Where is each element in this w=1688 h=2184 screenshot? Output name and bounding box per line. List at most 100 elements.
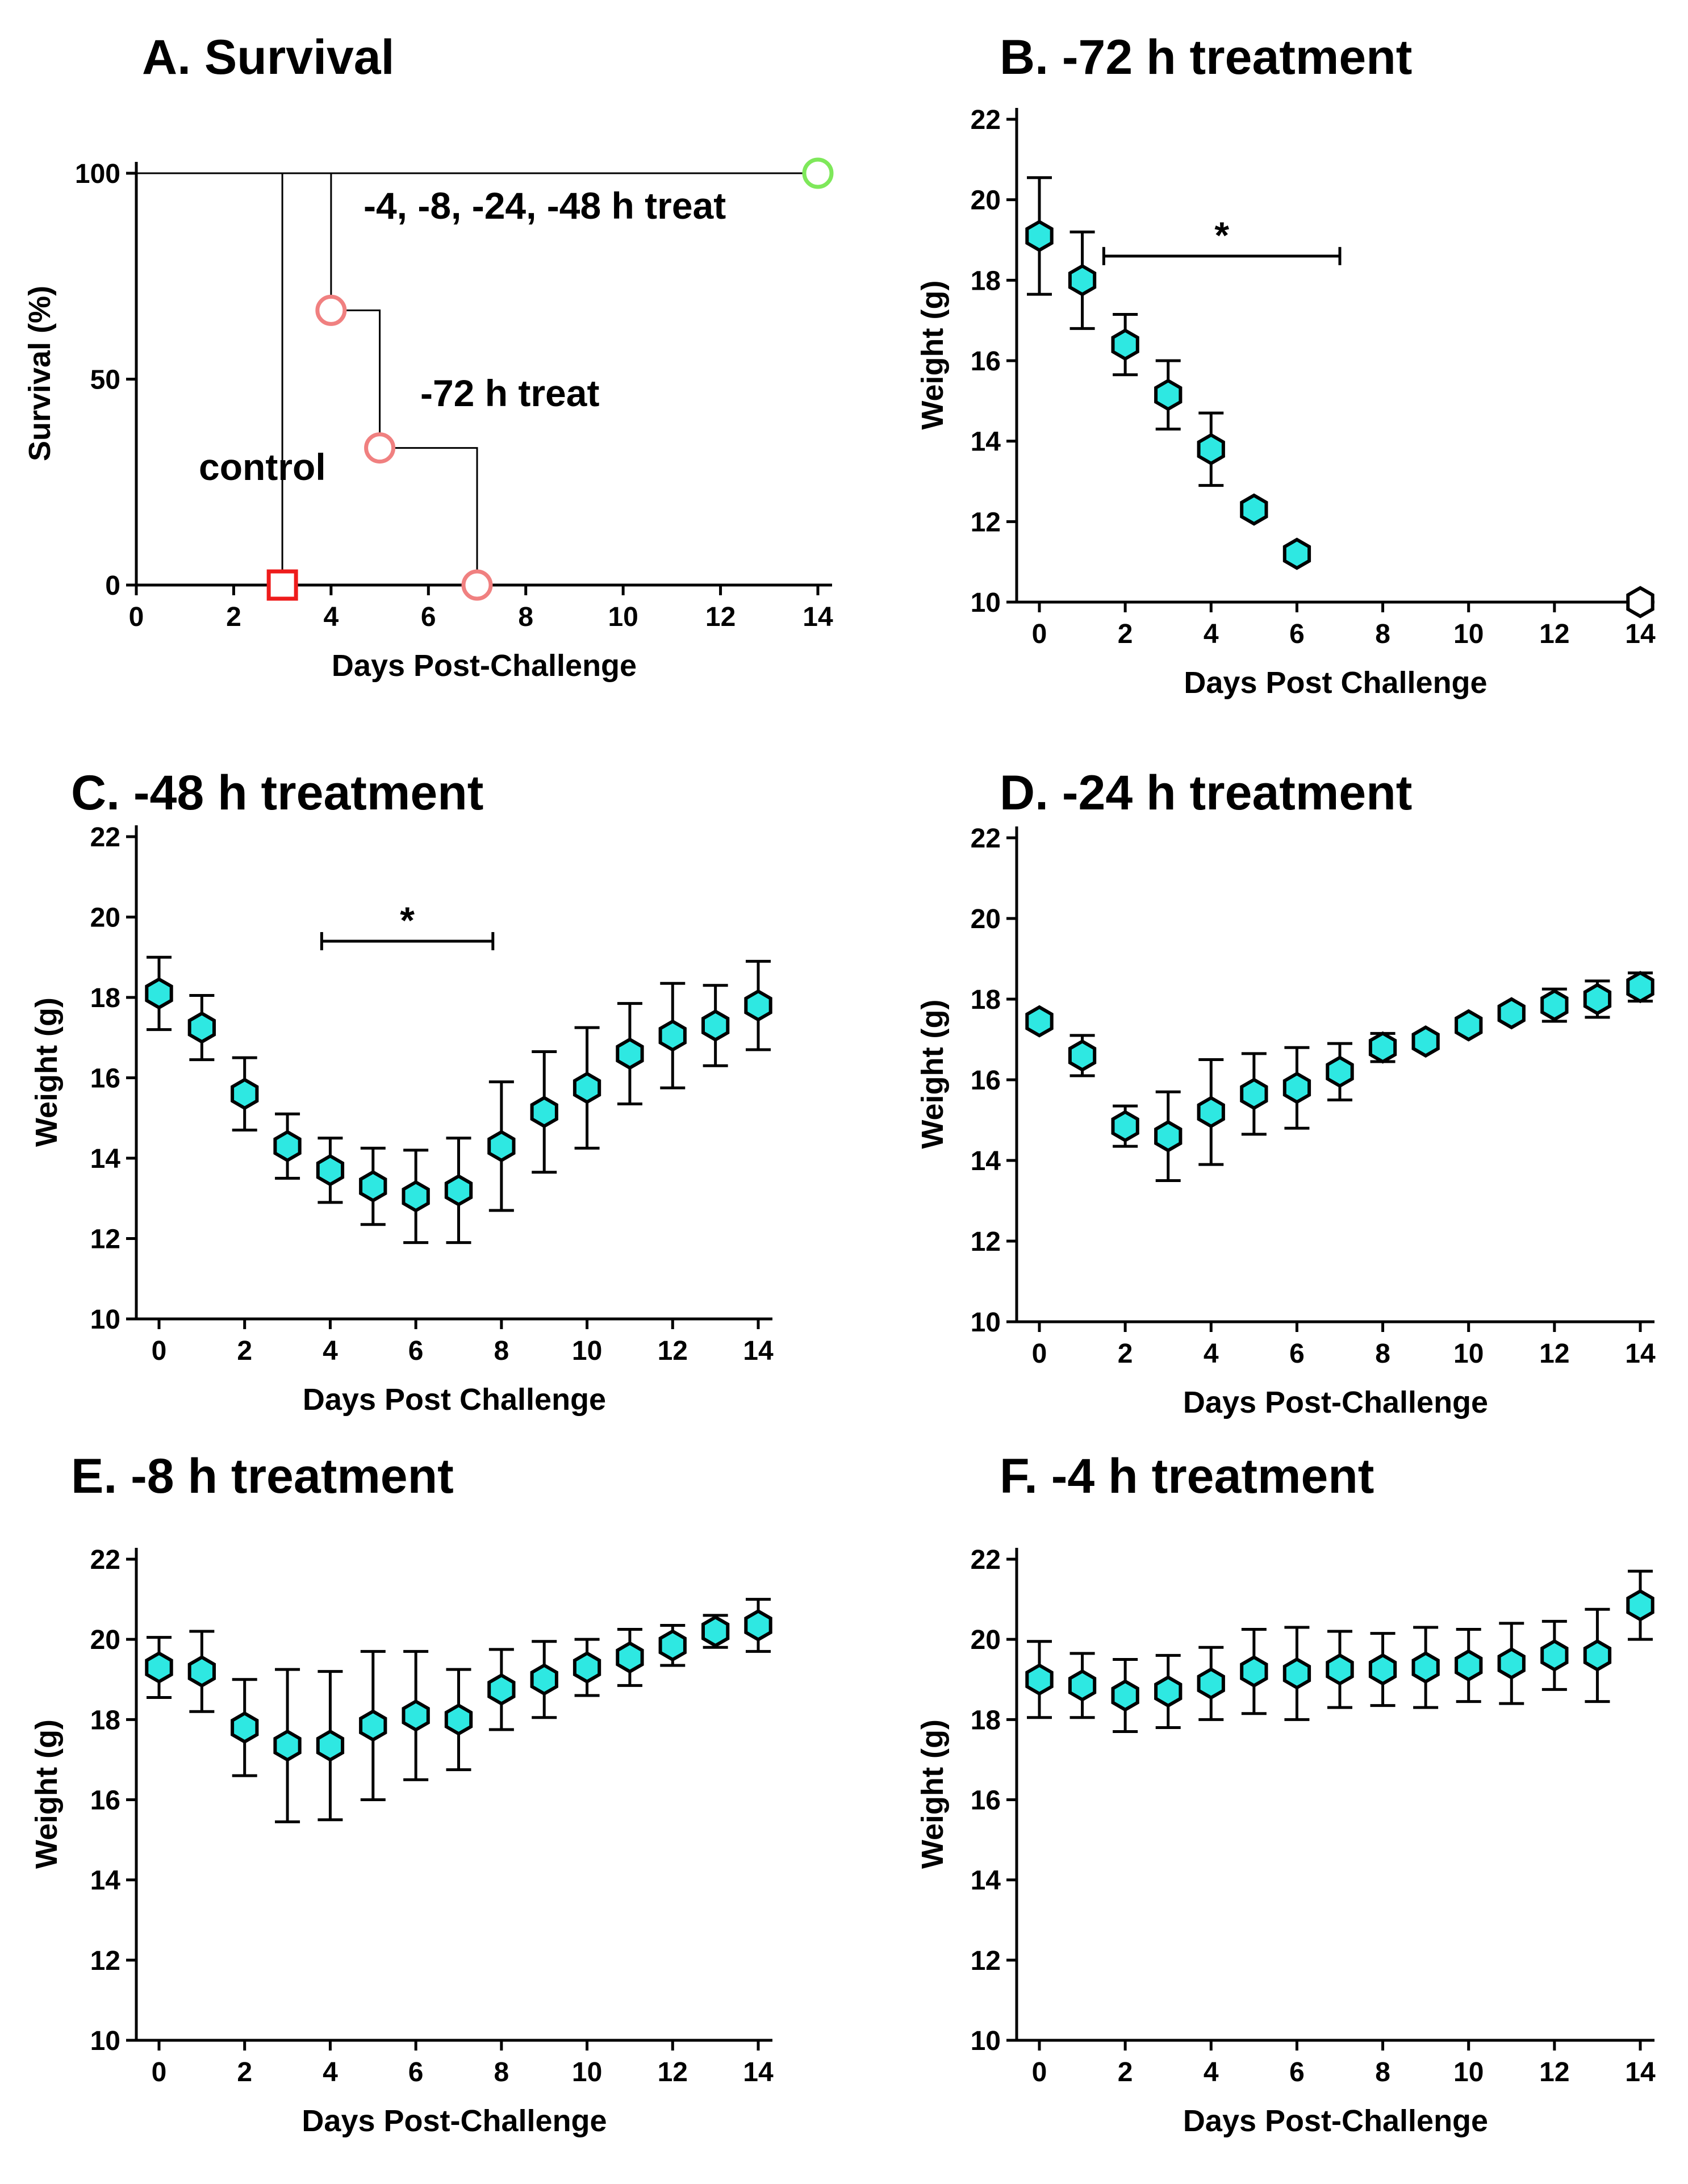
x-tick-label: 2 (237, 1336, 252, 1366)
y-tick-label: 12 (971, 507, 1001, 537)
data-point (1583, 1639, 1612, 1672)
x-tick-label: 4 (323, 2057, 338, 2087)
x-axis-label: Days Post-Challenge (332, 649, 637, 683)
data-point (1025, 1663, 1054, 1696)
significance-label: * (400, 899, 415, 941)
data-point (1197, 1667, 1225, 1700)
data-point (1626, 1589, 1654, 1622)
data-point (1626, 971, 1654, 1004)
chart-panel-D: 0 2 4 6 8 10 12 14 10 12 14 16 18 20 22 D. -24 h treatm… (916, 766, 1656, 1419)
y-tick-label: 20 (971, 1625, 1001, 1655)
data-point (573, 1071, 601, 1104)
y-tick-label: 22 (971, 1545, 1001, 1575)
y-tick-label: 14 (971, 1146, 1001, 1176)
x-tick-label: 0 (1032, 2057, 1047, 2087)
data-point (1154, 1120, 1183, 1152)
x-tick-label: 12 (658, 1336, 688, 1366)
y-axis-label: Weight (g) (916, 1000, 950, 1149)
y-tick-label: 12 (90, 1946, 120, 1976)
data-point (444, 1174, 473, 1207)
x-tick-label: 14 (803, 602, 833, 632)
x-tick-label: 10 (608, 602, 638, 632)
x-tick-label: 12 (705, 602, 736, 632)
y-tick-label: 10 (90, 2026, 120, 2056)
chart-panel-A: 0 2 4 6 8 10 12 14 0 50 100 A. Survival Days Post-Ch… (23, 30, 834, 683)
data-point (658, 1019, 687, 1052)
y-tick-label: 10 (90, 1305, 120, 1335)
x-axis-label: Days Post-Challenge (1183, 1385, 1488, 1419)
data-point (1197, 1096, 1225, 1129)
x-axis-label: Days Post Challenge (1184, 666, 1487, 700)
data-point (1197, 433, 1225, 466)
data-point (187, 1011, 216, 1044)
data-point (145, 1651, 173, 1684)
x-tick-label: 4 (1204, 619, 1219, 649)
data-point (1455, 1649, 1483, 1682)
y-tick-label: 10 (971, 2026, 1001, 2056)
x-tick-label: 0 (152, 2057, 167, 2087)
chart-panel-C: 0 2 4 6 8 10 12 14 10 12 14 16 18 20 22C. -48 h treatm… (30, 766, 774, 1417)
x-tick-label: 14 (743, 1336, 774, 1366)
x-tick-label: 0 (129, 602, 144, 632)
x-tick-label: 8 (1375, 619, 1390, 649)
panel-title: A. Survival (142, 30, 395, 85)
x-tick-label: 2 (1118, 2057, 1133, 2087)
data-point (1368, 1031, 1397, 1064)
x-axis-label: Days Post-Challenge (302, 2104, 607, 2138)
survival-marker (315, 294, 347, 326)
data-point (1497, 997, 1526, 1030)
y-tick-label: 16 (971, 1066, 1001, 1096)
survival-marker (266, 569, 298, 601)
data-point (616, 1037, 644, 1070)
data-point (273, 1130, 302, 1163)
x-tick-label: 12 (1539, 2057, 1569, 2087)
x-tick-label: 6 (1289, 1339, 1305, 1369)
x-tick-label: 8 (494, 1336, 509, 1366)
data-point (187, 1655, 216, 1688)
x-tick-label: 4 (324, 602, 339, 632)
y-tick-label: 100 (75, 159, 120, 189)
x-tick-label: 2 (1118, 1339, 1133, 1369)
y-tick-label: 10 (971, 1308, 1001, 1338)
y-tick-label: 22 (971, 105, 1001, 135)
significance-label: * (1214, 214, 1229, 256)
data-point (530, 1096, 558, 1129)
y-tick-label: 18 (90, 1705, 120, 1735)
x-tick-label: 14 (1625, 619, 1656, 649)
x-tick-label: 6 (408, 1336, 424, 1366)
data-point (1154, 378, 1183, 411)
y-tick-label: 18 (971, 266, 1001, 296)
data-point (1068, 1669, 1097, 1702)
x-tick-label: 6 (408, 2057, 424, 2087)
data-point (701, 1615, 730, 1648)
panel-title: E. -8 h treatment (71, 1449, 454, 1504)
y-tick-label: 20 (971, 186, 1001, 216)
data-point (658, 1629, 687, 1662)
chart-panel-E: 0 2 4 6 8 10 12 14 10 12 14 16 18 20 22 E. -8 h treatme… (30, 1449, 774, 2138)
panel-title: F. -4 h treatment (1000, 1449, 1374, 1504)
x-tick-label: 12 (1539, 1339, 1569, 1369)
y-tick-label: 20 (90, 1625, 120, 1655)
data-point (1111, 328, 1139, 361)
data-point (1068, 1039, 1097, 1072)
survival-marker (364, 432, 396, 464)
x-tick-label: 10 (1453, 619, 1484, 649)
y-tick-label: 12 (90, 1225, 120, 1255)
data-point (1411, 1025, 1440, 1058)
y-tick-label: 22 (90, 1545, 120, 1575)
data-point (1240, 1655, 1268, 1688)
data-point (1626, 586, 1654, 619)
data-point (1540, 989, 1569, 1022)
data-point (744, 989, 772, 1022)
x-tick-label: 4 (323, 1336, 338, 1366)
data-point (1411, 1651, 1440, 1684)
y-tick-label: 22 (90, 822, 120, 853)
data-point (444, 1703, 473, 1736)
x-tick-label: 14 (1625, 1339, 1656, 1369)
x-tick-label: 0 (1032, 1339, 1047, 1369)
series-label: control (199, 446, 326, 488)
chart-panel-B: 0 2 4 6 8 10 12 14 10 12 14 16 18 20 22 B. -72 h treatm… (916, 30, 1656, 700)
y-tick-label: 20 (971, 904, 1001, 934)
data-point (1583, 983, 1612, 1016)
y-tick-label: 14 (90, 1866, 121, 1896)
